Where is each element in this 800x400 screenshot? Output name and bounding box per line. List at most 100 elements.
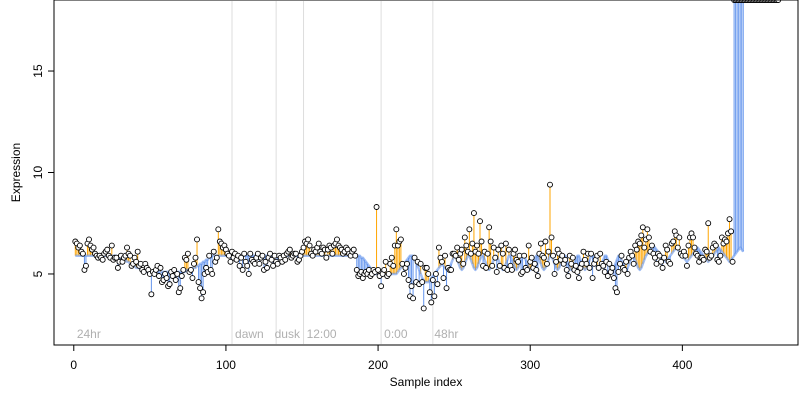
data-point-358 (617, 260, 623, 267)
data-point-356 (613, 289, 620, 296)
data-point-277 (493, 268, 500, 275)
data-point-233 (426, 289, 433, 296)
data-point-241 (439, 258, 445, 265)
data-point-359 (618, 252, 625, 259)
x-tick-label-1: 100 (216, 358, 236, 372)
plot-frame (53, 0, 799, 346)
data-point-69 (177, 285, 184, 292)
data-point-165 (323, 254, 330, 261)
x-tick-label-3: 300 (520, 358, 540, 372)
data-point-386 (659, 264, 666, 271)
data-point-330 (574, 268, 581, 275)
data-point-244 (443, 285, 450, 292)
data-point-354 (610, 275, 617, 281)
data-point-203 (381, 266, 388, 273)
data-point-7 (83, 262, 89, 269)
data-point-372 (638, 232, 645, 239)
data-point-21 (104, 246, 111, 253)
data-point-83 (198, 295, 205, 302)
data-point-201 (378, 283, 385, 290)
data-point-345 (597, 250, 604, 257)
data-point-169 (329, 250, 336, 257)
data-point-267 (478, 238, 485, 245)
data-point-376 (644, 226, 651, 233)
data-point-397 (676, 234, 683, 241)
data-point-239 (435, 244, 442, 251)
data-point-255 (460, 260, 467, 267)
data-point-65 (171, 266, 178, 273)
data-point-291 (515, 258, 521, 265)
data-point-113 (244, 262, 251, 269)
data-point-385 (658, 258, 665, 265)
data-point-322 (562, 256, 569, 263)
data-point-431 (728, 228, 735, 235)
data-point-56 (157, 264, 164, 271)
data-point-110 (239, 266, 246, 273)
data-point-77 (189, 275, 196, 281)
data-point-254 (458, 246, 465, 253)
data-point-289 (512, 246, 518, 253)
data-point-183 (350, 246, 357, 253)
data-point-273 (487, 238, 494, 245)
y-tick-label-0: 5 (31, 270, 45, 277)
data-point-393 (670, 238, 677, 245)
data-point-156 (309, 252, 316, 259)
data-point-336 (583, 260, 590, 267)
data-point-81 (195, 279, 202, 286)
data-point-283 (502, 240, 509, 247)
data-point-227 (417, 260, 424, 267)
data-point-12 (90, 244, 97, 251)
annotation-label-5: 24hr (77, 327, 101, 341)
data-point-350 (604, 273, 611, 279)
data-point-265 (475, 250, 482, 257)
data-point-361 (621, 266, 628, 273)
data-point-109 (238, 254, 245, 261)
data-point-231 (423, 264, 430, 271)
annotation-label-7: dusk (275, 327, 301, 341)
data-point-363 (624, 271, 631, 277)
data-point-274 (489, 262, 496, 269)
data-point-90 (209, 271, 216, 277)
data-point-402 (683, 262, 690, 269)
data-point-80 (194, 236, 200, 243)
data-point-62 (166, 281, 173, 288)
data-point-108 (236, 262, 243, 269)
data-point-320 (559, 252, 566, 259)
data-point-234 (428, 299, 435, 306)
data-point-236 (431, 293, 438, 300)
data-point-424 (717, 252, 724, 259)
data-point-126 (264, 264, 270, 271)
data-point-243 (442, 252, 448, 259)
data-point-407 (691, 244, 698, 251)
annotation-label-9: 0:00 (384, 327, 408, 341)
data-point-338 (586, 264, 593, 271)
data-point-123 (259, 252, 266, 259)
data-point-198 (373, 204, 380, 210)
data-point-272 (486, 224, 493, 231)
data-point-362 (623, 258, 630, 265)
data-point-71 (180, 266, 187, 273)
data-point-416 (705, 220, 712, 227)
data-point-221 (408, 283, 415, 290)
data-point-303 (533, 266, 540, 273)
data-point-60 (163, 275, 170, 281)
data-point-340 (589, 275, 596, 281)
data-point-353 (609, 264, 616, 271)
y-axis-label: Expression (9, 143, 23, 202)
data-point-278 (495, 246, 502, 253)
data-point-403 (685, 242, 692, 249)
data-point-413 (700, 256, 707, 263)
y-tick-label-2: 15 (31, 64, 45, 78)
data-point-208 (388, 254, 395, 261)
data-point-153 (305, 236, 312, 243)
data-point-266 (477, 218, 483, 225)
data-point-172 (334, 236, 340, 243)
data-point-50 (148, 291, 155, 298)
data-point-238 (434, 281, 441, 288)
data-point-302 (531, 260, 538, 267)
data-point-351 (606, 260, 613, 267)
data-point-199 (375, 266, 382, 273)
data-point-252 (455, 256, 462, 263)
data-point-323 (563, 266, 570, 273)
